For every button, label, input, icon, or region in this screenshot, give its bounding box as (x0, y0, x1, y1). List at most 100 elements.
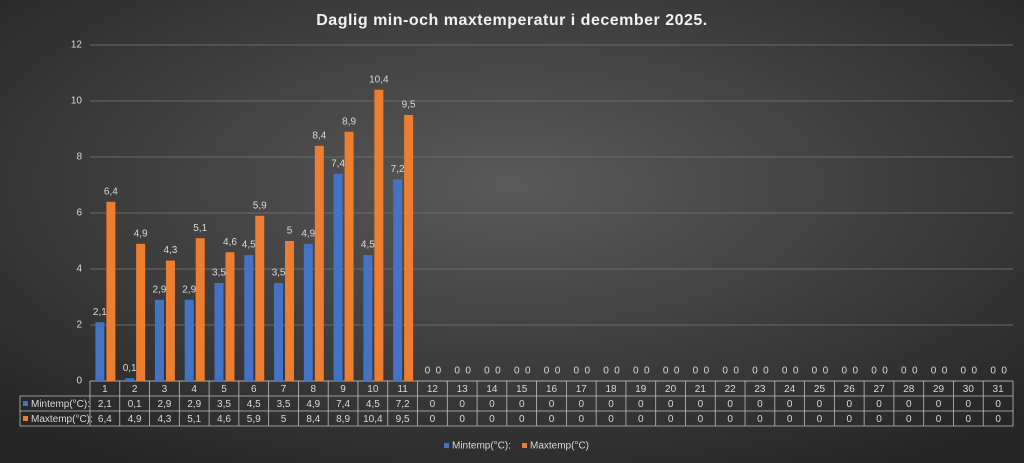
legend-label: Mintemp(°C): (452, 441, 511, 452)
bar (333, 173, 343, 381)
x-tick-label: 30 (963, 384, 975, 395)
data-label: 0 (841, 366, 847, 377)
table-cell: 0 (846, 399, 852, 410)
table-cell: 0 (668, 414, 674, 425)
table-cell: 0 (787, 414, 793, 425)
x-tick-label: 16 (546, 384, 558, 395)
table-cell: 0 (966, 399, 972, 410)
data-label: 10,4 (369, 74, 389, 85)
data-label: 5,9 (253, 200, 267, 211)
data-label: 6,4 (104, 186, 118, 197)
x-tick-label: 18 (605, 384, 617, 395)
table-cell: 0 (936, 399, 942, 410)
data-label: 3,5 (272, 268, 286, 279)
table-cell: 5,1 (187, 414, 201, 425)
data-label: 0 (584, 366, 590, 377)
table-cell: 0 (489, 399, 495, 410)
table-cell: 0 (459, 414, 465, 425)
y-tick-label: 10 (71, 96, 83, 107)
data-label: 0 (912, 366, 918, 377)
table-cell: 0 (668, 399, 674, 410)
x-tick-label: 29 (933, 384, 945, 395)
data-label: 5,1 (193, 223, 207, 234)
data-label: 0 (484, 366, 490, 377)
bar (255, 215, 265, 381)
y-tick-label: 6 (76, 208, 82, 219)
table-cell: 2,1 (98, 399, 112, 410)
data-label: 0 (603, 366, 609, 377)
data-label: 0 (782, 366, 788, 377)
x-tick-label: 27 (873, 384, 885, 395)
table-cell: 0 (936, 414, 942, 425)
table-cell: 0 (459, 399, 465, 410)
x-tick-label: 9 (340, 384, 346, 395)
bar (225, 252, 235, 381)
x-tick-label: 5 (221, 384, 227, 395)
table-cell: 0 (549, 414, 555, 425)
table-cell: 7,2 (396, 399, 410, 410)
data-label: 0 (495, 366, 501, 377)
data-label: 0 (931, 366, 937, 377)
table-cell: 4,5 (366, 399, 380, 410)
bar (195, 238, 205, 381)
bar (285, 241, 295, 381)
data-label: 0 (722, 366, 728, 377)
data-label: 0 (901, 366, 907, 377)
data-label: 0 (871, 366, 877, 377)
table-cell: 0 (727, 399, 733, 410)
table-cell: 5 (281, 414, 287, 425)
x-tick-label: 26 (844, 384, 856, 395)
legend-key (444, 443, 449, 448)
data-label: 4,9 (301, 228, 315, 239)
x-tick-label: 24 (784, 384, 796, 395)
table-cell: 0 (906, 414, 912, 425)
data-label: 0 (823, 366, 829, 377)
data-label: 0 (633, 366, 639, 377)
data-label: 0 (454, 366, 460, 377)
x-tick-label: 20 (665, 384, 677, 395)
data-label: 7,4 (331, 158, 345, 169)
bar (214, 283, 224, 381)
table-cell: 0 (608, 399, 614, 410)
x-tick-label: 19 (635, 384, 647, 395)
table-cell: 0 (906, 399, 912, 410)
data-label: 0 (663, 366, 669, 377)
x-tick-label: 10 (367, 384, 379, 395)
table-cell: 4,3 (157, 414, 171, 425)
bar (393, 179, 403, 381)
table-cell: 4,9 (306, 399, 320, 410)
x-tick-label: 1 (102, 384, 108, 395)
x-tick-label: 14 (486, 384, 498, 395)
table-cell: 4,6 (217, 414, 231, 425)
table-legend-key (23, 401, 28, 406)
table-cell: 0 (549, 399, 555, 410)
bar (136, 243, 146, 381)
x-tick-label: 13 (457, 384, 469, 395)
data-label: 0 (752, 366, 758, 377)
data-label: 0 (544, 366, 550, 377)
data-label: 4,9 (134, 228, 148, 239)
data-label: 0 (614, 366, 620, 377)
bar (154, 299, 164, 381)
data-label: 0 (693, 366, 699, 377)
table-cell: 6,4 (98, 414, 112, 425)
table-row-label: Mintemp(°C): (31, 399, 90, 410)
bar (303, 243, 313, 381)
table-cell: 0 (578, 399, 584, 410)
table-cell: 0 (519, 414, 525, 425)
data-label: 0 (704, 366, 710, 377)
table-cell: 0 (608, 414, 614, 425)
chart-title: Daglig min-och maxtemperatur i december … (316, 12, 708, 29)
table-cell: 0 (817, 399, 823, 410)
data-label: 0 (882, 366, 888, 377)
bar (244, 255, 254, 381)
table-cell: 3,5 (277, 399, 291, 410)
table-cell: 0 (846, 414, 852, 425)
y-tick-label: 2 (76, 320, 82, 331)
bar (125, 378, 135, 381)
x-tick-label: 6 (251, 384, 257, 395)
bar (106, 201, 116, 381)
y-tick-label: 4 (76, 264, 82, 275)
data-label: 4,5 (242, 240, 256, 251)
